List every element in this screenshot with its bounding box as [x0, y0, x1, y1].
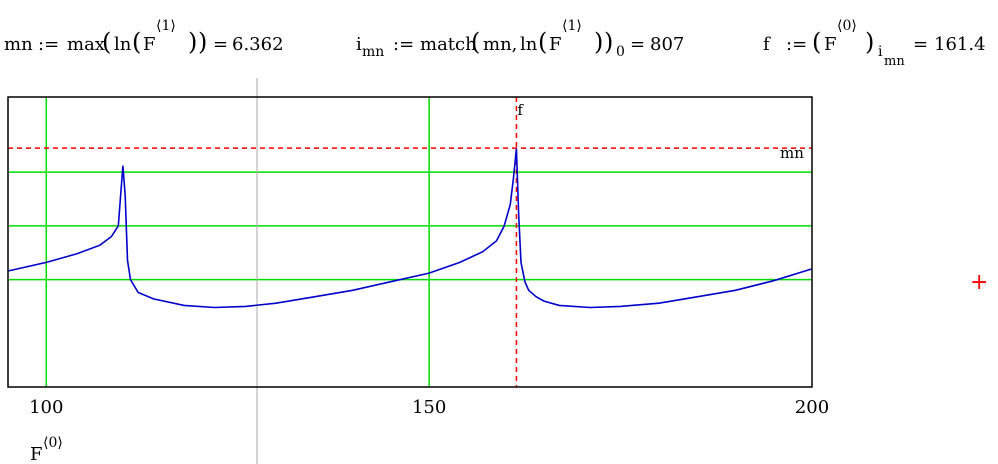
imn-var-sup: ⟨1⟩ [562, 18, 582, 34]
imn-var-F: F [549, 34, 562, 55]
f-index-subsub: mn [884, 54, 905, 69]
mn-result[interactable]: 6.362 [232, 34, 284, 55]
x-axis-label-sup: ⟨0⟩ [43, 435, 63, 451]
paren-open: ( [538, 28, 548, 56]
paren-open: ( [102, 28, 112, 56]
imn-assign-op: := [393, 34, 415, 55]
imn-arg-mn: mn, [483, 34, 518, 55]
f-assign-op: := [786, 34, 808, 55]
f-index-sub: i [878, 44, 883, 60]
imn-definition-sub: mn [362, 44, 385, 60]
paren-close: ) [198, 28, 208, 56]
imn-equals: = [630, 34, 646, 55]
f-equals: = [913, 34, 929, 55]
f-definition-lhs: f [763, 34, 770, 55]
mn-definition-lhs: mn [4, 34, 33, 55]
mn-var-sup: ⟨1⟩ [156, 18, 176, 34]
mn-func-ln: ln [114, 34, 132, 55]
x-axis-label-var: F [30, 444, 43, 464]
imn-result[interactable]: 807 [650, 34, 685, 55]
f-result[interactable]: 161.4 [934, 34, 986, 55]
paren-close: ) [594, 28, 604, 56]
paren-open: ( [471, 28, 481, 56]
paren-open: ( [812, 28, 822, 56]
paren-close: ) [865, 28, 875, 56]
paren-close: ) [604, 28, 614, 56]
imn-func-ln: ln [520, 34, 538, 55]
formula-row: mn := max ( ln ( F ⟨1⟩ ) ) = 6.362 i mn … [0, 0, 998, 86]
mn-assign-op: := [38, 34, 60, 55]
x-tick-label: 100 [29, 397, 63, 418]
imn-index-sub: 0 [616, 44, 625, 60]
paren-close: ) [188, 28, 198, 56]
imn-definition-lhs: i [356, 34, 362, 55]
paren-open: ( [132, 28, 142, 56]
x-tick-label: 150 [412, 397, 446, 418]
f-var-sup: ⟨0⟩ [837, 18, 857, 34]
mn-func-max: max [67, 34, 105, 55]
mn-var-F: F [143, 34, 156, 55]
marker-label-mn: mn [780, 144, 804, 162]
trace-ln-F1[interactable] [7, 148, 813, 309]
mn-equals: = [213, 34, 229, 55]
imn-func-match: match [420, 34, 477, 55]
marker-label-f: f [517, 101, 524, 119]
plot-frame [7, 96, 813, 388]
crosshair-cursor-icon: + [970, 270, 989, 295]
f-var-F: F [824, 34, 837, 55]
x-tick-label: 200 [795, 397, 829, 418]
